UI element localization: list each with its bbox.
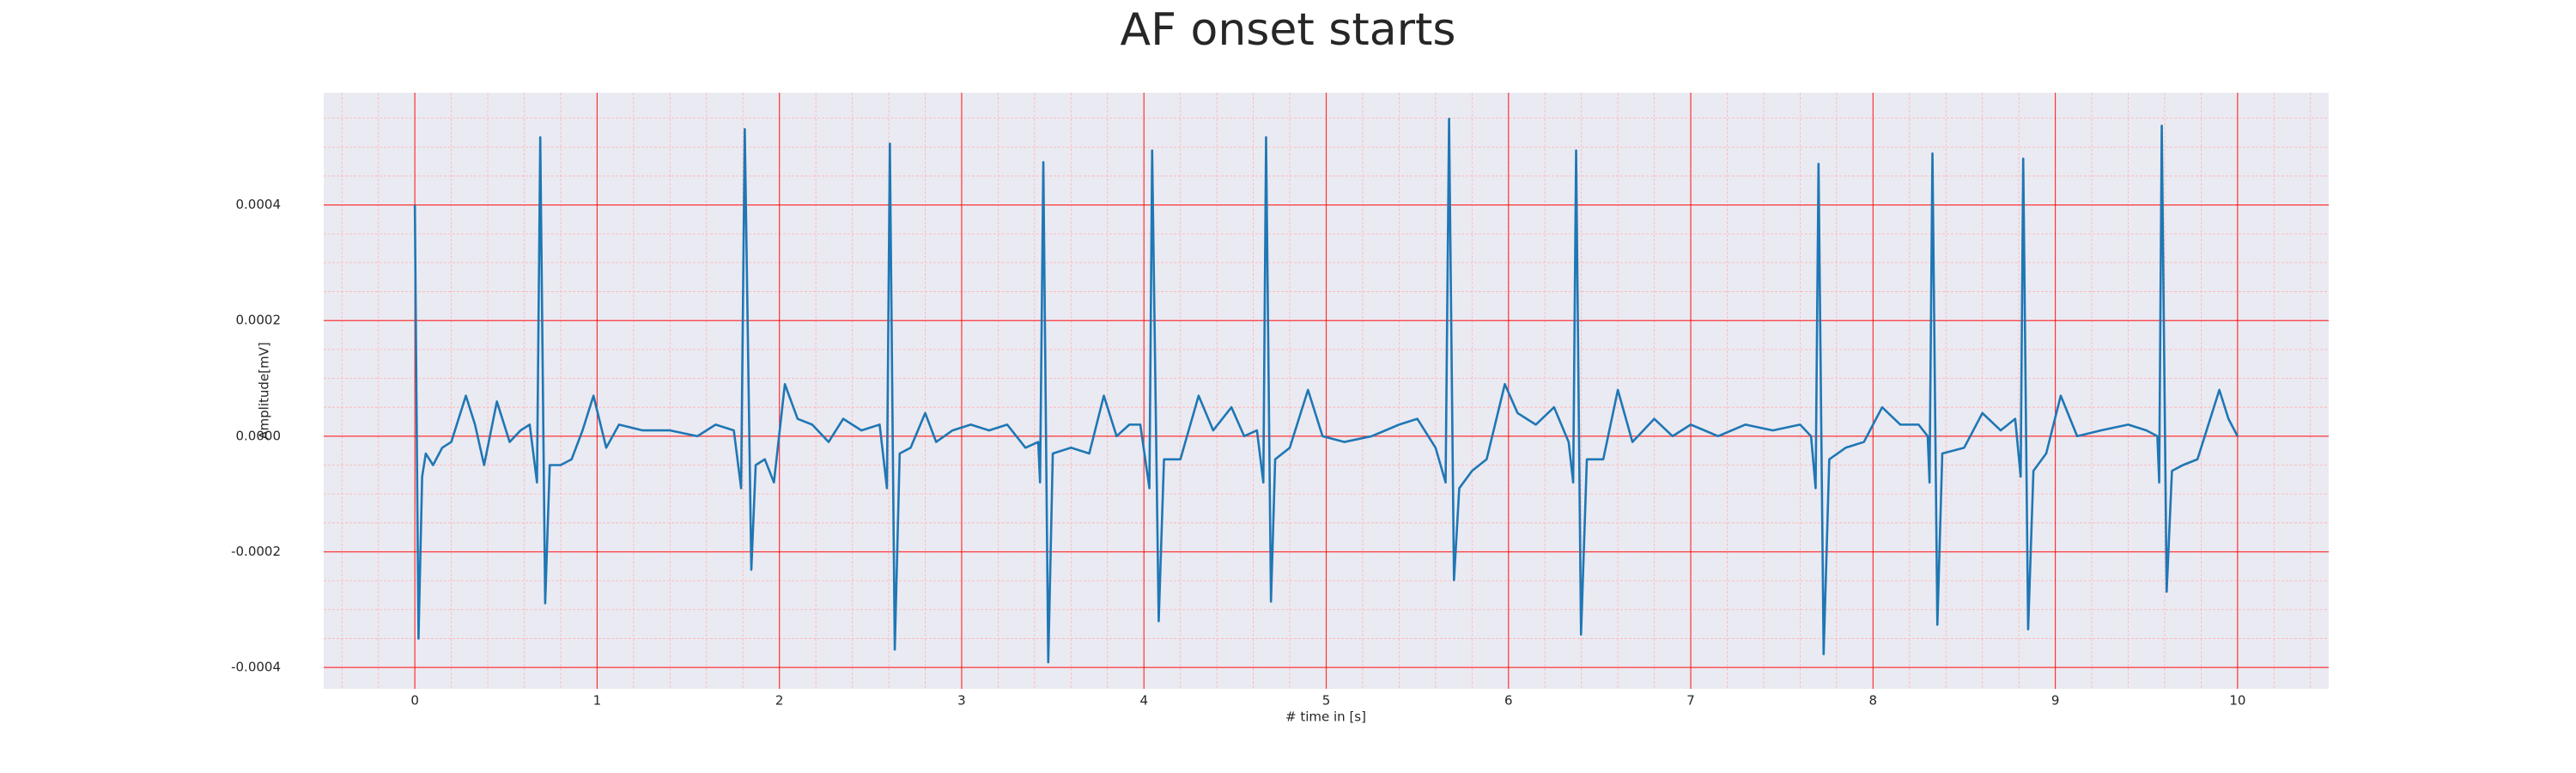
chart-title: AF onset starts (1121, 4, 1456, 56)
x-tick-label: 10 (2229, 693, 2245, 709)
y-axis-label: Amplitude[mV] (257, 342, 272, 439)
x-tick-label: 5 (1322, 693, 1331, 709)
x-tick-label: 9 (2051, 693, 2060, 709)
x-tick-label: 8 (1869, 693, 1878, 709)
y-tick-label: 0.0000 (236, 428, 282, 443)
x-tick-label: 4 (1139, 693, 1148, 709)
y-tick-label: -0.0004 (231, 660, 281, 675)
y-tick-label: -0.0002 (231, 544, 281, 559)
x-tick-label: 7 (1686, 693, 1695, 709)
x-tick-label: 2 (775, 693, 784, 709)
x-axis-label: # time in [s] (1285, 709, 1366, 725)
x-tick-label: 3 (957, 693, 966, 709)
y-tick-label: 0.0002 (236, 313, 282, 328)
x-tick-label: 0 (410, 693, 419, 709)
y-tick-label: 0.0004 (236, 197, 282, 212)
x-tick-label: 6 (1504, 693, 1513, 709)
signal-line (413, 117, 2239, 664)
x-tick-label: 1 (593, 693, 602, 709)
